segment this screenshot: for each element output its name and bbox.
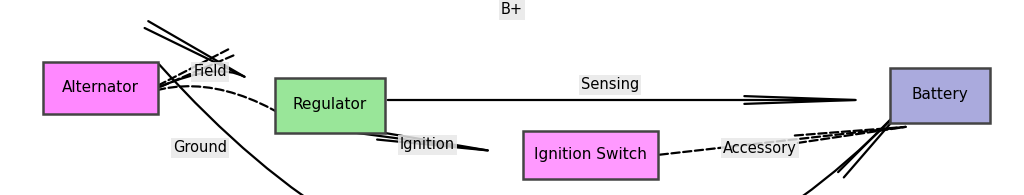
- Text: Ground: Ground: [173, 141, 227, 155]
- FancyBboxPatch shape: [522, 131, 657, 179]
- FancyBboxPatch shape: [275, 77, 385, 132]
- Text: Ignition Switch: Ignition Switch: [534, 147, 646, 162]
- Text: Accessory: Accessory: [723, 141, 797, 155]
- Text: Sensing: Sensing: [581, 77, 639, 92]
- Text: B+: B+: [501, 3, 523, 18]
- Text: Regulator: Regulator: [293, 98, 368, 113]
- Text: Alternator: Alternator: [61, 81, 138, 96]
- Text: Battery: Battery: [911, 88, 969, 103]
- Text: Field: Field: [194, 65, 226, 80]
- FancyBboxPatch shape: [890, 67, 990, 122]
- FancyBboxPatch shape: [43, 62, 158, 114]
- Text: Ignition: Ignition: [400, 137, 455, 152]
